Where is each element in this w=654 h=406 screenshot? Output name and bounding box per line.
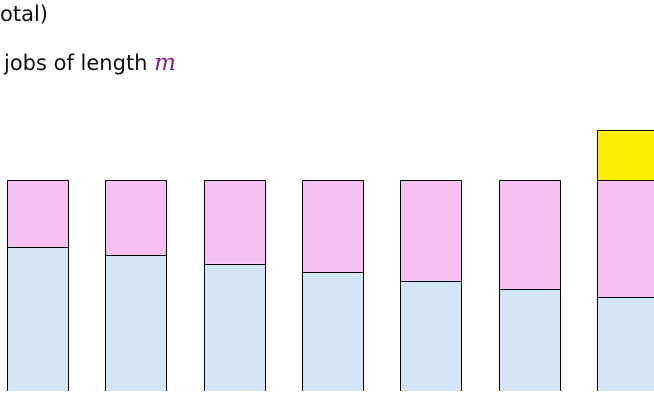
bar-segment-top bbox=[597, 129, 654, 180]
jobs-caption: jobs of length m bbox=[4, 52, 176, 75]
bar-segment-middle bbox=[302, 180, 364, 273]
heading-fragment-text: otal) bbox=[0, 2, 48, 26]
bar-segment-base bbox=[499, 288, 561, 391]
bar-segment-middle bbox=[204, 180, 266, 264]
bar-segment-base bbox=[105, 255, 167, 391]
bar-segment-base bbox=[204, 263, 266, 391]
bar-segment-middle bbox=[7, 180, 69, 247]
bar-segment-base bbox=[7, 247, 69, 391]
bar-segment-middle bbox=[400, 180, 462, 281]
heading-fragment-total: otal) bbox=[0, 4, 48, 25]
jobs-caption-text: jobs of length bbox=[4, 51, 155, 75]
math-variable-m: m bbox=[154, 50, 176, 76]
bar-segment-base bbox=[400, 280, 462, 391]
bar-segment-middle bbox=[597, 180, 654, 298]
bar-segment-base bbox=[597, 297, 654, 391]
bar-segment-middle bbox=[499, 180, 561, 289]
bar-segment-base bbox=[302, 272, 364, 391]
bar-segment-middle bbox=[105, 180, 167, 256]
